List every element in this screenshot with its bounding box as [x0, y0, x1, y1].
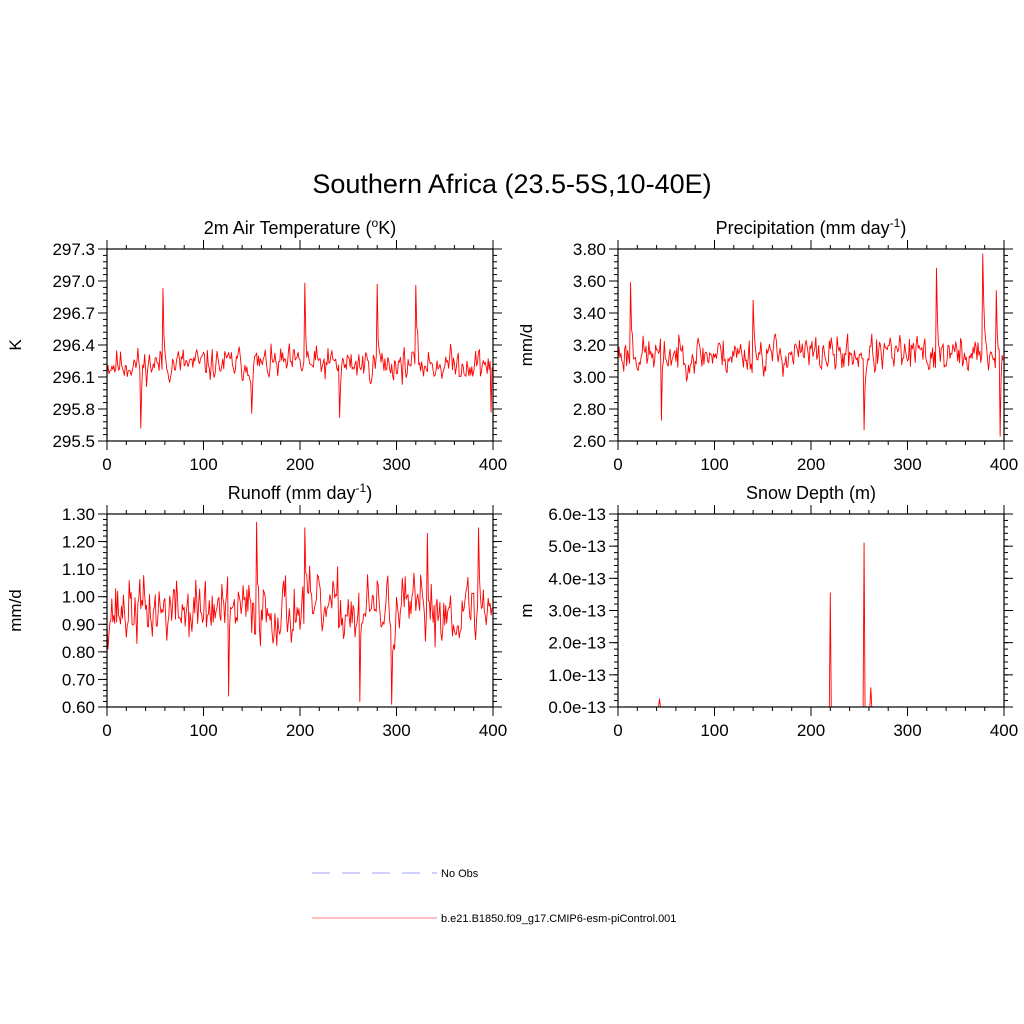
y-tick-label: 3.20 [573, 336, 606, 355]
x-tick-label: 200 [797, 455, 825, 474]
legend: No Obs b.e21.B1850.f09_g17.CMIP6-esm-piC… [312, 868, 676, 925]
panel-precip: Precipitation (mm day-1) mm/d 2.60 2.80 3.00… [517, 216, 1018, 474]
y-tick-label: 3.00 [573, 368, 606, 387]
y-tick-label: 0.0e-13 [548, 698, 606, 717]
y-tick-label: 0.60 [62, 698, 95, 717]
x-tick-label: 300 [382, 455, 410, 474]
figure-title: Southern Africa (23.5-5S,10-40E) [312, 169, 711, 199]
panel-snow: Snow Depth (m) m 0.0e-13 1.0e-13 2.0e-13 3.0e… [517, 483, 1018, 740]
y-tick-label: 296.7 [52, 304, 95, 323]
y-tick-label: 2.0e-13 [548, 634, 606, 653]
plot-frame-precip [617, 248, 1005, 442]
panel-title-superscript: o [372, 216, 379, 230]
series-line-temp [106, 282, 493, 429]
y-tick-label: 2.80 [573, 400, 606, 419]
plot-frame-runoff [106, 513, 494, 708]
y-tick-label: 297.3 [52, 240, 95, 259]
x-tick-label: 300 [893, 721, 921, 740]
x-tick-label: 200 [286, 455, 314, 474]
legend-label-model: b.e21.B1850.f09_g17.CMIP6-esm-piControl.… [441, 913, 676, 925]
ylabel-precip: mm/d [517, 324, 536, 367]
x-tick-label: 300 [382, 721, 410, 740]
y-tick-label: 0.90 [62, 615, 95, 634]
series-line-runoff [106, 521, 493, 705]
panel-title-text: Snow Depth (m) [746, 483, 876, 503]
y-tick-label: 1.10 [62, 560, 95, 579]
y-tick-label: 5.0e-13 [548, 537, 606, 556]
plot-frame-temp [106, 248, 494, 442]
y-tick-label: 0.70 [62, 670, 95, 689]
x-tick-label: 200 [797, 721, 825, 740]
panel-title-text: Precipitation (mm day [716, 218, 890, 238]
x-tick-label: 100 [189, 455, 217, 474]
x-tick-label: 300 [893, 455, 921, 474]
panel-title-tail: ) [366, 483, 372, 503]
panel-title-text: Runoff (mm day [228, 483, 356, 503]
y-tick-label: 0.80 [62, 643, 95, 662]
y-tick-label: 1.20 [62, 533, 95, 552]
x-tick-label: 400 [479, 721, 507, 740]
panel-title-superscript: -1 [890, 216, 901, 230]
ylabel-runoff: mm/d [6, 589, 25, 632]
series-line-precip [617, 253, 1004, 437]
y-tick-label: 1.00 [62, 588, 95, 607]
x-tick-label: 100 [189, 721, 217, 740]
y-tick-label: 295.8 [52, 400, 95, 419]
y-tick-label: 1.30 [62, 505, 95, 524]
ylabel-temp: K [6, 339, 25, 351]
x-tick-label: 100 [700, 455, 728, 474]
panel-title-tail: K) [378, 218, 396, 238]
panel-title-text: 2m Air Temperature ( [204, 218, 372, 238]
y-tick-label: 3.80 [573, 240, 606, 259]
y-tick-label: 295.5 [52, 432, 95, 451]
y-tick-label: 2.60 [573, 432, 606, 451]
panel-title-runoff: Runoff (mm day-1) [228, 481, 372, 503]
panel-title-snow: Snow Depth (m) [746, 483, 876, 503]
y-tick-label: 3.60 [573, 272, 606, 291]
x-tick-label: 100 [700, 721, 728, 740]
legend-label-no-obs: No Obs [441, 868, 479, 880]
y-tick-label: 4.0e-13 [548, 569, 606, 588]
ylabel-snow: m [517, 603, 536, 617]
series-line-snow [618, 542, 1004, 708]
x-tick-label: 400 [990, 721, 1018, 740]
y-tick-label: 3.40 [573, 304, 606, 323]
y-tick-label: 6.0e-13 [548, 505, 606, 524]
x-tick-label: 200 [286, 721, 314, 740]
y-tick-label: 296.4 [52, 336, 95, 355]
x-tick-label: 0 [613, 455, 622, 474]
x-tick-label: 400 [479, 455, 507, 474]
plot-frame-snow [617, 513, 1005, 708]
x-tick-label: 0 [102, 455, 111, 474]
panel-title-temp: 2m Air Temperature (oK) [204, 216, 396, 238]
panel-title-tail: ) [900, 218, 906, 238]
panel-title-precip: Precipitation (mm day-1) [716, 216, 907, 238]
y-tick-label: 1.0e-13 [548, 666, 606, 685]
chart-panels: 2m Air Temperature (oK) K 295.5 295.8 296.1 2… [6, 216, 1018, 740]
y-tick-label: 296.1 [52, 368, 95, 387]
y-tick-label: 3.0e-13 [548, 602, 606, 621]
x-tick-label: 0 [613, 721, 622, 740]
y-tick-label: 297.0 [52, 272, 95, 291]
panel-runoff: Runoff (mm day-1) mm/d 0.60 0.70 0.80 0.90 1.0… [6, 481, 507, 740]
panel-temp: 2m Air Temperature (oK) K 295.5 295.8 296.1 2… [6, 216, 507, 474]
x-tick-label: 400 [990, 455, 1018, 474]
panel-title-superscript: -1 [356, 481, 367, 495]
x-tick-label: 0 [102, 721, 111, 740]
